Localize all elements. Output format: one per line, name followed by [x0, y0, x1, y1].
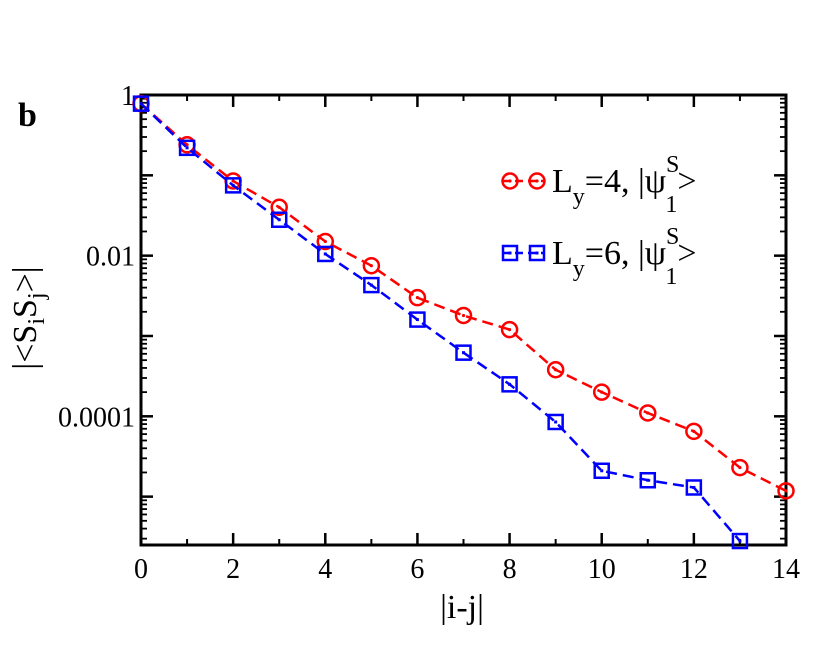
data-point-center: [738, 465, 742, 470]
x-tick-label: 4: [318, 554, 332, 585]
data-point-center: [231, 183, 235, 187]
data-point: [731, 458, 749, 477]
data-point: [639, 471, 657, 489]
data-point: [270, 211, 288, 228]
x-tick-label: 12: [680, 554, 708, 585]
data-point: [317, 245, 334, 263]
data-point-center: [600, 469, 604, 473]
data-point: [685, 422, 703, 441]
data-point: [500, 320, 519, 339]
data-point-center: [784, 489, 788, 493]
x-tick-label: 10: [588, 554, 616, 585]
x-tick-label: 8: [503, 554, 517, 585]
legend-marker: [501, 172, 519, 190]
data-point-center: [415, 318, 419, 322]
data-point: [362, 256, 381, 275]
x-tick-label: 2: [226, 554, 240, 585]
data-point: [592, 383, 611, 401]
x-axis-label: |i-j|: [440, 589, 484, 626]
data-point: [454, 306, 473, 325]
legend: Ly=4, |ψS 1>Ly=6, |ψS 1>: [501, 152, 697, 290]
data-point-center: [738, 539, 742, 543]
data-point-center: [369, 283, 373, 287]
x-tick-label: 14: [772, 554, 800, 585]
legend-marker-center: [535, 179, 539, 183]
data-point-center: [646, 411, 650, 415]
data-point: [777, 482, 795, 500]
legend-label: Ly=4, |ψS 1>: [552, 152, 697, 218]
legend-label: Ly=6, |ψS 1>: [552, 224, 697, 290]
legend-entry-1: Ly=4, |ψS 1>: [501, 152, 697, 218]
y-tick-label: 0.0001: [58, 402, 135, 433]
data-point-center: [323, 252, 327, 256]
data-point: [639, 404, 657, 422]
data-point-center: [646, 478, 650, 482]
x-tick-label: 6: [410, 554, 424, 585]
series-1: [132, 94, 795, 500]
data-point-center: [507, 328, 512, 332]
data-point-center: [554, 420, 558, 424]
data-point: [546, 360, 565, 379]
data-point: [316, 232, 335, 251]
legend-marker-center: [535, 251, 539, 255]
data-point: [270, 198, 288, 217]
data-point-center: [277, 205, 281, 209]
y-tick-label: 0.01: [86, 242, 135, 273]
data-point-center: [185, 146, 189, 150]
legend-marker: [501, 244, 519, 262]
data-point: [363, 276, 380, 294]
legend-marker-center: [508, 251, 512, 255]
series-line: [140, 102, 787, 493]
data-point-center: [692, 485, 696, 489]
data-point: [501, 376, 518, 393]
data-point-center: [508, 382, 512, 386]
data-point: [593, 462, 610, 480]
legend-marker: [528, 172, 546, 190]
y-tick-label: 1: [121, 81, 135, 112]
data-point: [731, 532, 749, 550]
data-point-center: [277, 218, 281, 222]
data-point: [409, 311, 426, 328]
legend-entry-2: Ly=6, |ψS 1>: [501, 224, 697, 290]
legend-marker-center: [508, 179, 512, 183]
data-point-center: [323, 239, 327, 244]
data-point: [132, 95, 150, 112]
data-point: [178, 139, 196, 157]
data-point: [455, 344, 472, 361]
data-point-center: [369, 264, 373, 268]
data-point-center: [554, 368, 558, 372]
data-point-center: [231, 179, 235, 183]
data-point-center: [415, 296, 420, 300]
legend-marker: [528, 244, 546, 262]
series-2: [132, 95, 749, 550]
data-point: [224, 177, 242, 194]
data-point: [408, 288, 427, 307]
data-point: [685, 479, 703, 496]
data-point: [547, 413, 564, 431]
data-point-center: [600, 390, 604, 394]
plot-area: 0 2 4 6 8 10 12 14 1 0.01 0.0001: [58, 81, 800, 585]
data-point-center: [692, 429, 696, 433]
x-tick-label: 0: [134, 554, 148, 585]
data-point-center: [461, 313, 466, 318]
panel-label: b: [18, 97, 37, 134]
y-axis-label-text: |<SiSj>|: [7, 266, 50, 369]
data-point-center: [139, 102, 143, 106]
data-point-center: [462, 351, 465, 355]
y-axis-label: |<SiSj>|: [7, 266, 50, 369]
